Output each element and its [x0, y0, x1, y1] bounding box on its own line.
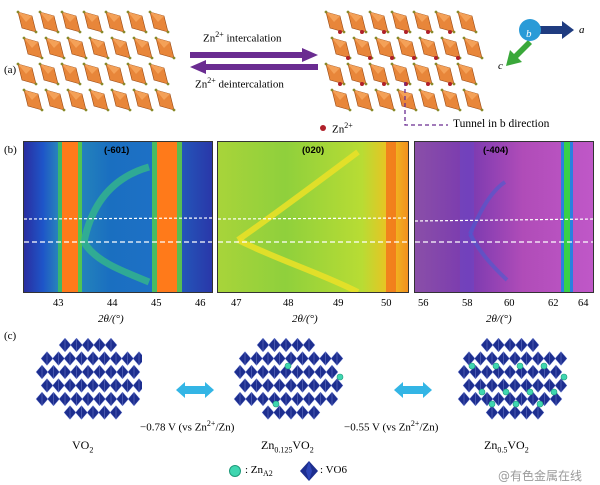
peak-label-020: (020): [302, 145, 325, 156]
axis-a-label: a: [579, 24, 585, 36]
potential-1: −0.78 V (vs Zn2+/Zn): [140, 419, 235, 434]
vo2-structure: [35, 337, 142, 420]
x-axis-title-020: 2θ/(°): [292, 313, 318, 325]
zn0125-vo2-structure: [233, 337, 344, 420]
tunnel-note: Tunnel in b direction: [453, 118, 550, 130]
peak-label-601: (-601): [104, 145, 130, 156]
label-zn05-vo2: Zn0.5VO2: [484, 438, 529, 455]
potential-2: −0.55 V (vs Zn2+/Zn): [344, 419, 439, 434]
zn-a2-legend-icon: [229, 465, 241, 477]
vo6-legend-icon: [300, 461, 318, 481]
zn-ion-legend: Zn2+: [332, 121, 353, 136]
double-arrow-2-icon: [394, 382, 432, 398]
ticks-404: 56 58 60 62 64: [418, 298, 589, 309]
ticks-601: 43 44 45 46: [53, 298, 206, 309]
label-zn0125-vo2: Zn0.125VO2: [261, 438, 314, 455]
label-vo2: VO2: [72, 438, 94, 455]
double-arrow-1-icon: [176, 382, 214, 398]
panel-label-c: (c): [4, 330, 17, 342]
intercalation-arrows: [190, 48, 318, 74]
x-axis-title-601: 2θ/(°): [98, 313, 124, 325]
axis-c-label: c: [498, 60, 503, 72]
legend-zn-a2: : ZnA2: [245, 464, 273, 479]
tunnel-pointer: [404, 82, 448, 126]
crystal-axes-icon: [506, 19, 574, 66]
x-axis-title-404: 2θ/(°): [486, 313, 512, 325]
zn05-vo2-structure: [457, 337, 568, 420]
xrd-map-020: (020): [217, 141, 409, 293]
watermark: @有色金属在线: [498, 469, 583, 483]
legend-vo6: : VO6: [320, 464, 347, 476]
zn-ion-dot-icon: [320, 125, 326, 131]
axis-b-label: b: [526, 28, 532, 40]
vo2-lattice-left: [16, 10, 176, 112]
ticks-020: 47 48 49 50: [231, 298, 392, 309]
xrd-map-601: (-601): [23, 141, 213, 293]
vo2-lattice-right: [324, 10, 484, 112]
panel-label-a: (a): [4, 64, 17, 76]
deintercalation-label: Zn2+ deintercalation: [195, 76, 284, 91]
xrd-map-404: (-404): [414, 141, 594, 293]
intercalation-label: Zn2+ intercalation: [203, 30, 282, 45]
peak-label-404: (-404): [483, 145, 509, 156]
panel-label-b: (b): [4, 144, 17, 156]
